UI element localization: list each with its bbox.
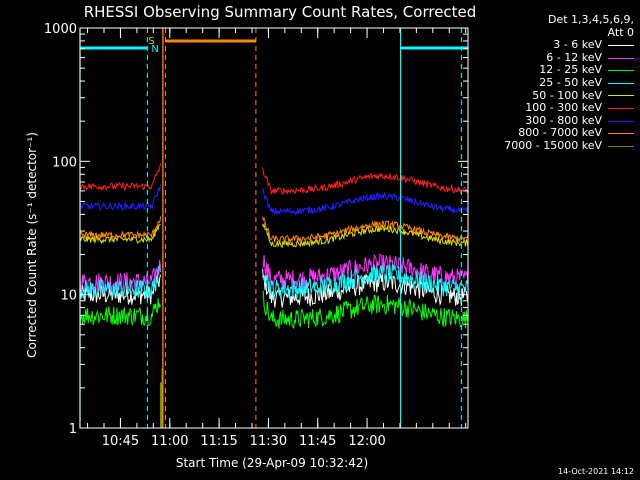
legend-swatch <box>608 145 634 147</box>
legend-item: 7000 - 15000 keV <box>470 138 634 153</box>
x-tick-label: 12:00 <box>348 434 385 449</box>
x-tick-label: 10:45 <box>102 434 139 449</box>
legend: Det 1,3,4,5,6,9, Att 0 3 - 6 keV 6 - 12 … <box>470 13 634 153</box>
legend-header-1: Det 1,3,4,5,6,9, <box>547 13 634 26</box>
legend-swatch <box>608 95 634 97</box>
series-line <box>262 263 469 300</box>
y-tick-label: 100 <box>52 155 77 170</box>
legend-label: 3 - 6 keV <box>553 38 602 52</box>
legend-item: 6 - 12 keV <box>470 50 634 65</box>
legend-header-2: Att 0 <box>607 25 634 39</box>
legend-label: 7000 - 15000 keV <box>504 138 602 152</box>
legend-item: 12 - 25 keV <box>470 64 634 77</box>
legend-swatch <box>608 44 634 46</box>
legend-item: 300 - 800 keV <box>470 113 634 128</box>
legend-swatch <box>608 133 634 135</box>
legend-label: 6 - 12 keV <box>546 50 602 64</box>
y-tick-label: 1000 <box>44 22 77 37</box>
series-line <box>262 167 469 195</box>
x-tick-label: 11:15 <box>200 434 237 449</box>
series-line <box>79 163 162 192</box>
series-line <box>79 298 162 327</box>
legend-label: 50 - 100 keV <box>532 88 602 102</box>
legend-label: 12 - 25 keV <box>539 63 602 77</box>
x-tick-label: 11:00 <box>151 434 188 449</box>
y-tick-label: 10 <box>60 289 77 304</box>
legend-label: 25 - 50 keV <box>539 75 602 89</box>
saa-marker-label: S <box>148 36 154 47</box>
legend-item: 25 - 50 keV <box>470 75 634 90</box>
series-line <box>262 253 469 290</box>
legend-item: 800 - 7000 keV <box>470 127 634 140</box>
legend-item: 100 - 300 keV <box>470 102 634 115</box>
night-marker-label: N <box>151 44 158 55</box>
x-tick-label: 11:30 <box>250 434 287 449</box>
legend-swatch <box>608 70 634 72</box>
y-tick-label: 1 <box>69 422 77 437</box>
x-axis-label: Start Time (29-Apr-09 10:32:42) <box>176 456 368 470</box>
plot-frame <box>79 27 469 429</box>
series-line <box>262 222 469 249</box>
legend-item: 3 - 6 keV <box>470 39 634 52</box>
legend-label: 300 - 800 keV <box>525 113 602 127</box>
series-line <box>262 290 469 329</box>
generation-date: 14-Oct-2021 14:12 <box>558 467 634 476</box>
series-line <box>262 216 469 244</box>
series-line <box>79 216 162 240</box>
x-tick-label: 11:45 <box>299 434 336 449</box>
legend-item: 50 - 100 keV <box>470 88 634 103</box>
legend-swatch <box>608 120 634 122</box>
legend-label: 100 - 300 keV <box>525 101 602 115</box>
legend-swatch <box>608 82 634 84</box>
legend-swatch <box>608 107 634 109</box>
y-axis-label: Corrected Count Rate (s⁻¹ detector⁻¹) <box>25 132 39 358</box>
legend-swatch <box>608 57 634 59</box>
chart-title: RHESSI Observing Summary Count Rates, Co… <box>84 3 477 21</box>
legend-label: 800 - 7000 keV <box>518 126 602 140</box>
series-line <box>262 187 469 216</box>
plot-area: SN 1 10 100 1000 10:45 11:00 11:15 11:30 11:45 12:… <box>44 22 469 449</box>
series-line <box>262 268 469 308</box>
